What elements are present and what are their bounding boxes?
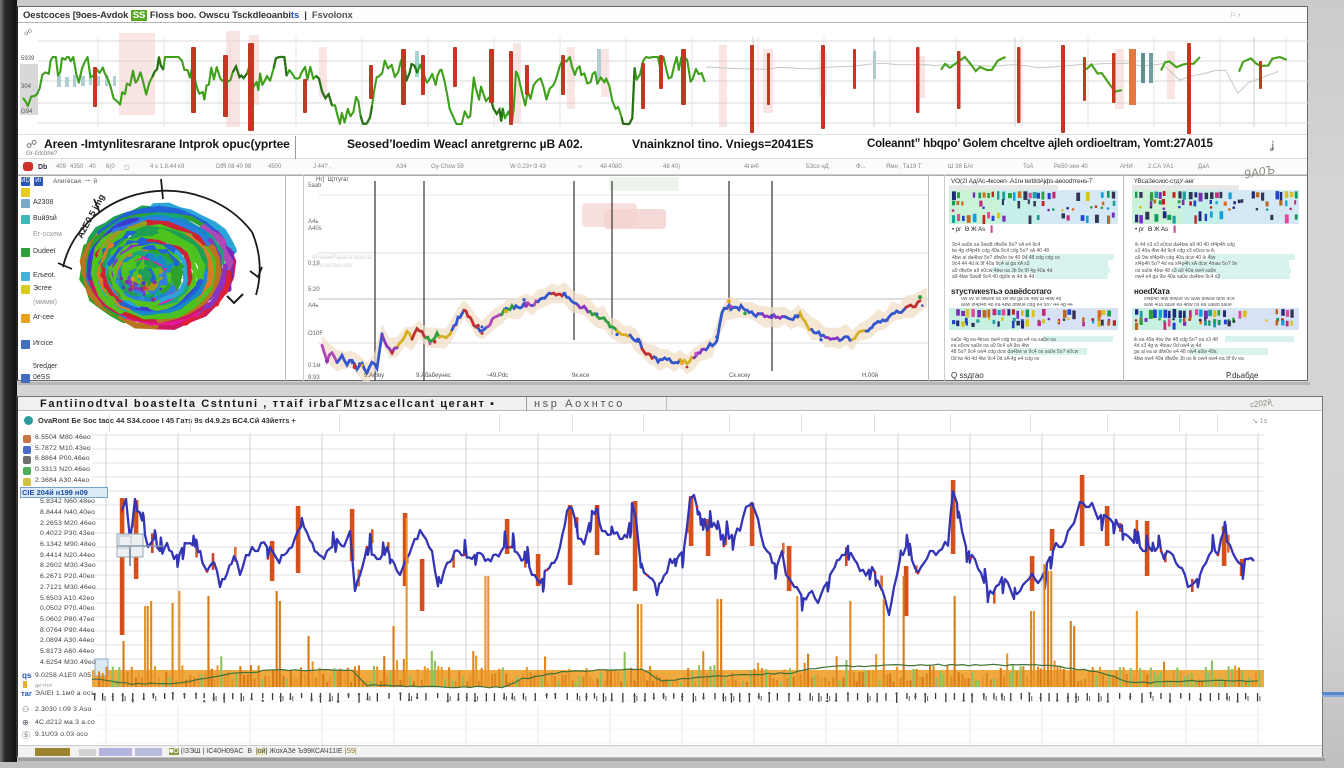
svg-text:G94: G94 [21,109,33,115]
svg-text:5939: 5939 [21,56,35,62]
svg-text:304: 304 [21,84,32,90]
svg-text:☍: ☍ [24,28,32,37]
